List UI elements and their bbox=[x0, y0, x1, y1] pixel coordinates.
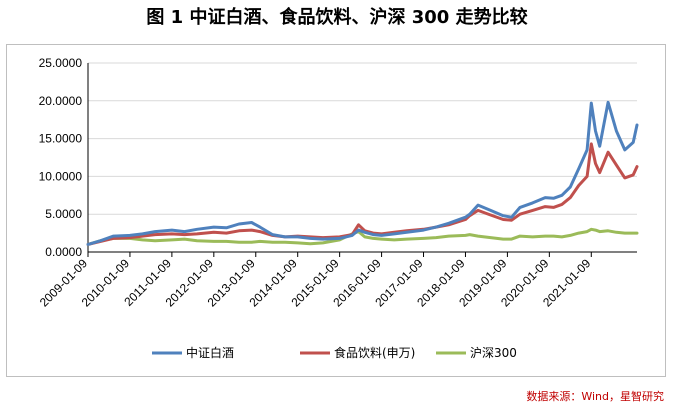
x-axis: 2009-01-092010-01-092011-01-092012-01-09… bbox=[37, 252, 594, 310]
series-lines bbox=[86, 100, 639, 246]
series-line-2 bbox=[86, 142, 639, 246]
y-tick-label: 0.0000 bbox=[45, 245, 82, 259]
chart-frame bbox=[6, 44, 666, 377]
legend-label: 食品饮料(申万) bbox=[334, 345, 415, 360]
legend-label: 中证白酒 bbox=[186, 345, 234, 360]
y-tick-label: 15.0000 bbox=[39, 132, 83, 146]
y-tick-label: 10.0000 bbox=[39, 169, 83, 183]
y-tick-label: 20.0000 bbox=[39, 94, 83, 108]
y-tick-label: 25.0000 bbox=[39, 56, 83, 70]
grid-lines bbox=[88, 62, 637, 253]
legend-label: 沪深300 bbox=[470, 346, 517, 360]
y-tick-label: 5.0000 bbox=[45, 207, 82, 221]
legend: 中证白酒 食品饮料(申万) 沪深300 bbox=[152, 345, 517, 360]
series-line-3 bbox=[86, 227, 639, 246]
y-axis: 25.0000 20.0000 15.0000 10.0000 5.0000 0.0000 bbox=[39, 56, 89, 259]
series-line-1 bbox=[86, 100, 639, 246]
chart-title: 图 1 中证白酒、食品饮料、沪深 300 走势比较 bbox=[146, 7, 528, 28]
source-note: 数据来源：Wind，星智研究 bbox=[526, 390, 664, 403]
